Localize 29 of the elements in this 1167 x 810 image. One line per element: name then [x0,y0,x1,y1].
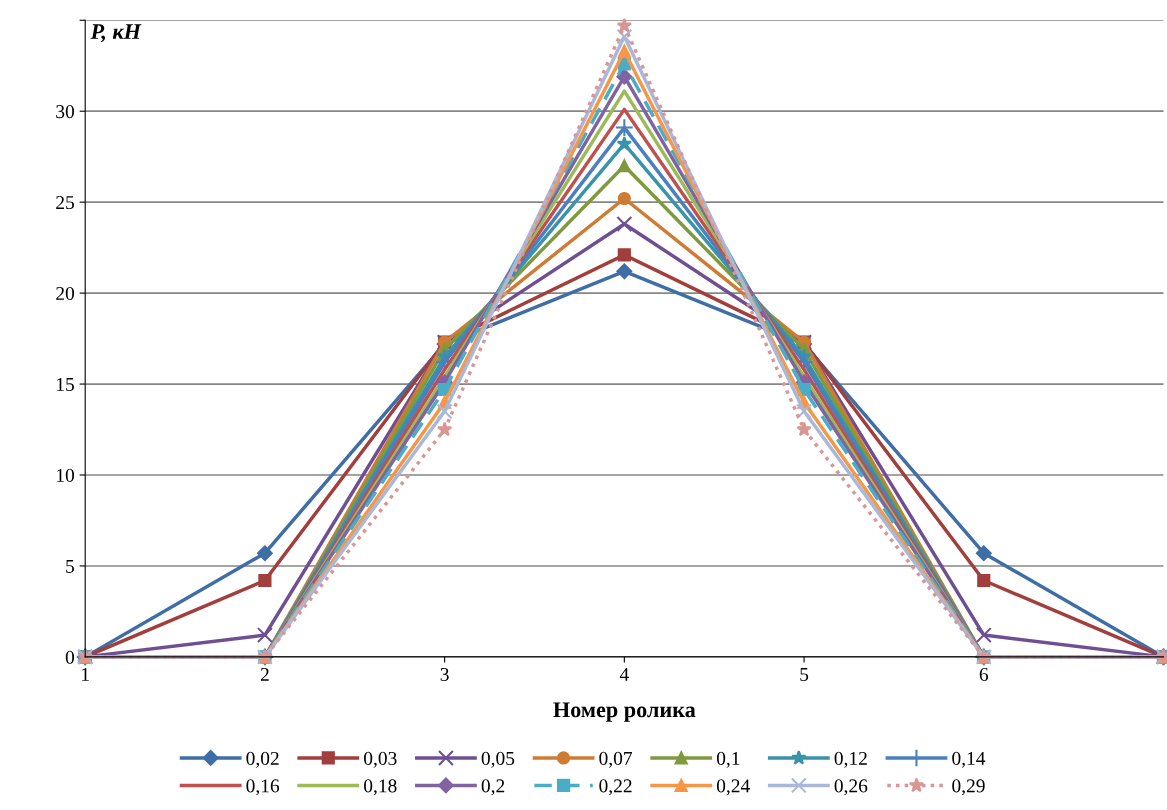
legend-label: 0,12 [834,751,867,768]
y-tick-label: 15 [57,377,75,391]
y-tick-label: 0 [65,650,75,664]
x-tick-label: 4 [619,668,629,681]
y-axis-title: P, кН [90,24,142,43]
legend-label: 0,02 [246,751,279,768]
x-tick-label: 5 [800,668,809,682]
legend-label: 0,1 [716,751,740,768]
legend-label: 0,03 [364,751,397,768]
legend-label: 0,2 [481,779,505,796]
legend-label: 0,05 [481,751,515,768]
x-tick-label: 2 [260,667,269,681]
x-tick-label: 3 [440,667,449,682]
legend-label: 0,14 [952,751,986,768]
legend-label: 0,26 [834,779,868,796]
y-tick-label: 25 [56,196,75,210]
y-tick-label: 20 [56,286,75,301]
y-tick-label: 30 [56,105,75,119]
x-tick-label: 1 [82,667,89,681]
legend-label: 0,29 [952,779,985,796]
legend-label: 0,24 [716,779,750,796]
y-tick-label: 5 [66,559,75,573]
legend-label: 0,07 [599,751,633,768]
legend-label: 0,22 [599,779,632,796]
x-tick-label: 6 [979,667,989,682]
x-axis-title: Номер ролика [553,702,696,722]
legend-label: 0,16 [246,779,280,796]
y-tick-label: 10 [57,468,75,482]
legend-label: 0,18 [364,779,397,796]
